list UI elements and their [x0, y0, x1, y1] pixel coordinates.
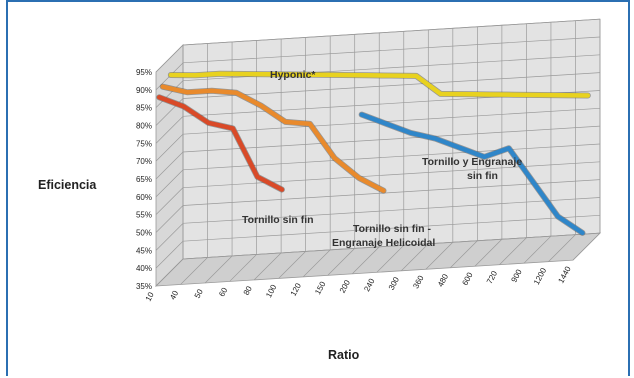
y-tick-label: 50%: [136, 229, 152, 238]
gridline-back: [182, 125, 601, 153]
label-helicoidal-line1: Tornillo sin fin -: [353, 223, 431, 235]
x-tick-label: 120: [289, 281, 303, 297]
label-engranaje-line2: sin fin: [467, 170, 498, 182]
gridline-back: [182, 179, 601, 206]
gridline-back: [182, 36, 601, 64]
gridline-side: [155, 116, 184, 144]
gridline-floor: [180, 257, 208, 285]
gridline-side: [155, 240, 184, 269]
gridline-side: [155, 151, 184, 180]
y-tick-label: 45%: [136, 246, 152, 255]
gridline-side: [155, 205, 184, 233]
y-tick-label: 65%: [136, 175, 152, 184]
x-tick-label: 720: [485, 269, 499, 285]
x-tick-label: 60: [217, 286, 229, 299]
y-tick-label: 90%: [136, 86, 152, 95]
gridline-back: [182, 197, 601, 224]
x-tick-label: 50: [193, 287, 205, 300]
x-tick-label: 240: [362, 277, 376, 293]
x-tick-label: 300: [387, 275, 401, 291]
label-helicoidal-line2: Engranaje Helicoidal: [332, 237, 435, 249]
gridline-floor: [425, 242, 454, 270]
gridline-floor: [253, 252, 282, 281]
series-0: [167, 70, 591, 99]
gridline-floor: [474, 238, 503, 267]
gridline-side: [155, 223, 184, 251]
gridline-side: [155, 187, 184, 215]
label-engranaje-line1: Tornillo y Engranaje: [422, 156, 522, 168]
series-2: [156, 94, 285, 193]
y-tick-label: 55%: [136, 211, 152, 220]
gridline-floor: [499, 237, 527, 265]
x-tick-label: 1200: [532, 266, 549, 286]
x-axis-title: Ratio: [328, 348, 360, 362]
label-hyponic: Hyponic*: [270, 69, 316, 81]
y-tick-label: 60%: [136, 193, 152, 202]
y-tick-label: 95%: [136, 68, 152, 77]
x-tick-label: 480: [436, 272, 450, 288]
y-axis-title: Eficiencia: [38, 178, 97, 192]
series-1: [159, 83, 387, 194]
gridline-back: [182, 232, 601, 260]
chart-grid: [155, 18, 601, 287]
y-tick-label: 35%: [136, 282, 152, 291]
gridline-floor: [548, 234, 576, 262]
series-line: [168, 71, 591, 98]
gridline-floor: [302, 249, 331, 278]
chart-frame: 35% 40% 45% 50% 55% 60% 65% 70% 75% 80% 85% 90% 95% 1…: [6, 0, 630, 376]
gridline-side: [155, 44, 184, 73]
series-line: [359, 112, 585, 236]
gridline-side: [155, 80, 184, 108]
series-line: [156, 95, 285, 192]
gridline-back: [182, 72, 601, 99]
x-tick-label: 80: [242, 284, 254, 297]
gridline-side: [155, 133, 184, 162]
x-tick-label: 100: [264, 283, 278, 299]
gridline-floor: [376, 245, 405, 273]
gridline-back: [182, 107, 601, 135]
gridline-floor: [327, 248, 355, 276]
gridline-floor: [204, 255, 233, 284]
gridline-side: [155, 169, 184, 198]
x-tick-label: 40: [168, 289, 180, 302]
gridline-floor: [450, 240, 478, 268]
efficiency-chart: 35% 40% 45% 50% 55% 60% 65% 70% 75% 80% 85% 90% 95% 1…: [38, 18, 602, 362]
x-tick-label: 10: [144, 290, 156, 303]
gridline-floor: [229, 254, 257, 282]
y-tick-label: 75%: [136, 139, 152, 148]
y-tick-label: 70%: [136, 157, 152, 166]
gridline-floor: [351, 246, 380, 275]
gridline-back: [182, 18, 601, 46]
x-tick-label: 150: [313, 280, 327, 296]
series-line: [160, 84, 386, 193]
gridline-floor: [572, 232, 601, 261]
series-layer: [156, 70, 591, 236]
x-tick-label: 200: [338, 278, 352, 294]
gridline-floor: [155, 258, 184, 287]
gridline-back: [182, 161, 601, 189]
y-tick-label: 80%: [136, 122, 152, 131]
gridline-floor: [278, 251, 306, 279]
series-3: [358, 111, 586, 236]
gridline-floor: [401, 243, 429, 272]
x-tick-label: 1440: [556, 264, 573, 284]
y-tick-label: 85%: [136, 104, 152, 113]
label-sinfin: Tornillo sin fin: [242, 214, 314, 226]
y-tick-label: 40%: [136, 264, 152, 273]
x-tick-label: 900: [509, 267, 523, 283]
gridline-back: [182, 214, 601, 242]
gridline-floor: [523, 235, 552, 264]
x-tick-label: 600: [460, 270, 474, 286]
x-tick-label: 360: [411, 274, 425, 290]
